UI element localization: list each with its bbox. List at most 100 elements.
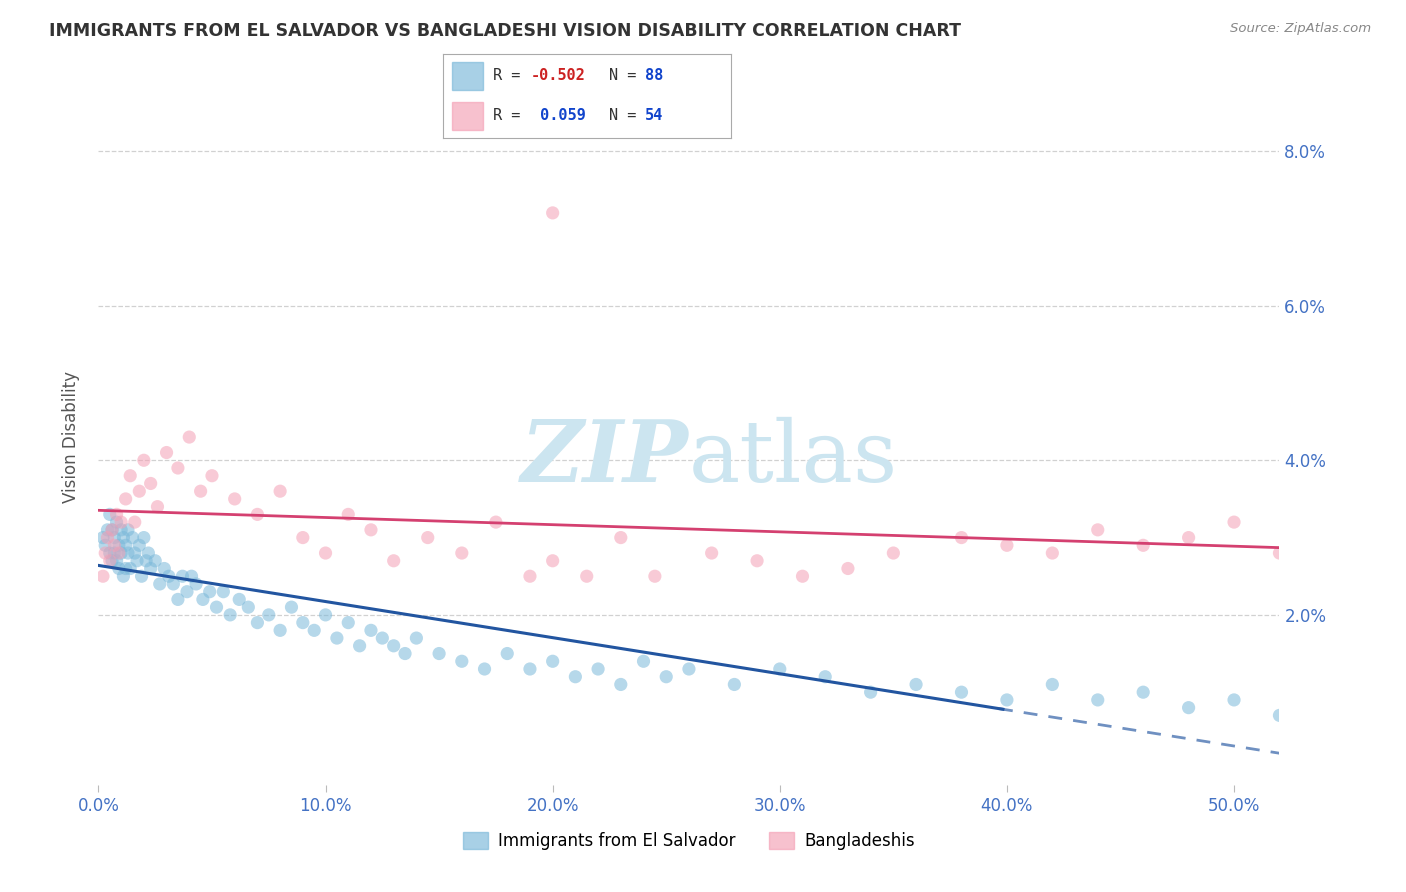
Point [1268, 546, 1291, 560]
Point [360, 624, 382, 638]
Point [131, 569, 153, 583]
Point [124, 515, 146, 529]
Point [519, 569, 541, 583]
Point [191, 592, 214, 607]
Point [541, 206, 564, 220]
Point [382, 554, 405, 568]
Point [103, 538, 125, 552]
Point [814, 670, 837, 684]
Point [644, 569, 666, 583]
Point [474, 662, 496, 676]
Text: R =: R = [494, 69, 530, 84]
Point [1405, 546, 1406, 560]
Text: 0.059: 0.059 [531, 108, 585, 123]
Point [950, 685, 973, 699]
Point [496, 647, 519, 661]
Point [117, 523, 139, 537]
Point [139, 561, 162, 575]
Point [108, 546, 131, 560]
Point [859, 685, 882, 699]
Point [450, 654, 472, 668]
Point [143, 554, 166, 568]
Text: R =: R = [494, 108, 530, 123]
Point [610, 531, 633, 545]
Point [98, 546, 121, 560]
Point [269, 624, 291, 638]
Text: ZIP: ZIP [522, 417, 689, 500]
Point [114, 538, 136, 552]
Point [179, 430, 201, 444]
Point [132, 453, 155, 467]
Point [1268, 708, 1291, 723]
Point [224, 491, 246, 506]
Point [125, 554, 148, 568]
Point [1360, 538, 1382, 552]
Text: -0.502: -0.502 [531, 69, 585, 84]
Point [337, 508, 360, 522]
Point [167, 592, 190, 607]
Point [105, 554, 128, 568]
Point [1087, 523, 1109, 537]
Point [382, 639, 405, 653]
Point [246, 615, 269, 630]
Point [112, 531, 135, 545]
Point [792, 569, 814, 583]
Point [326, 631, 349, 645]
Point [427, 647, 450, 661]
Point [103, 546, 125, 560]
Point [98, 508, 121, 522]
Text: N =: N = [609, 69, 645, 84]
Point [110, 546, 132, 560]
Point [205, 600, 228, 615]
Point [110, 515, 132, 529]
Point [103, 531, 125, 545]
Point [153, 561, 176, 575]
Point [94, 538, 117, 552]
Point [1223, 515, 1246, 529]
Point [184, 577, 207, 591]
Point [228, 592, 250, 607]
Point [135, 554, 157, 568]
Point [633, 654, 655, 668]
Point [132, 531, 155, 545]
Point [94, 546, 117, 560]
Point [139, 476, 162, 491]
Point [180, 569, 202, 583]
Point [564, 670, 586, 684]
Point [128, 484, 150, 499]
Point [586, 662, 609, 676]
Text: 88: 88 [644, 69, 662, 84]
Point [101, 523, 124, 537]
Point [416, 531, 439, 545]
Point [450, 546, 472, 560]
Point [121, 531, 143, 545]
Point [120, 468, 142, 483]
Point [138, 546, 160, 560]
Point [519, 662, 541, 676]
Text: N =: N = [609, 108, 645, 123]
Point [541, 654, 564, 668]
Bar [451, 102, 484, 130]
Point [1313, 523, 1336, 537]
Point [128, 538, 150, 552]
Point [201, 468, 224, 483]
Point [315, 546, 337, 560]
Point [101, 554, 124, 568]
Point [1040, 677, 1063, 691]
Point [190, 484, 212, 499]
Point [291, 615, 314, 630]
Point [700, 546, 723, 560]
Point [1040, 546, 1063, 560]
Point [882, 546, 904, 560]
Point [1223, 693, 1246, 707]
Point [108, 561, 131, 575]
Point [360, 523, 382, 537]
Point [108, 538, 131, 552]
Point [124, 546, 146, 560]
Point [302, 624, 325, 638]
Point [212, 584, 235, 599]
Point [96, 523, 118, 537]
Point [269, 484, 291, 499]
Point [337, 615, 360, 630]
Point [291, 531, 314, 545]
